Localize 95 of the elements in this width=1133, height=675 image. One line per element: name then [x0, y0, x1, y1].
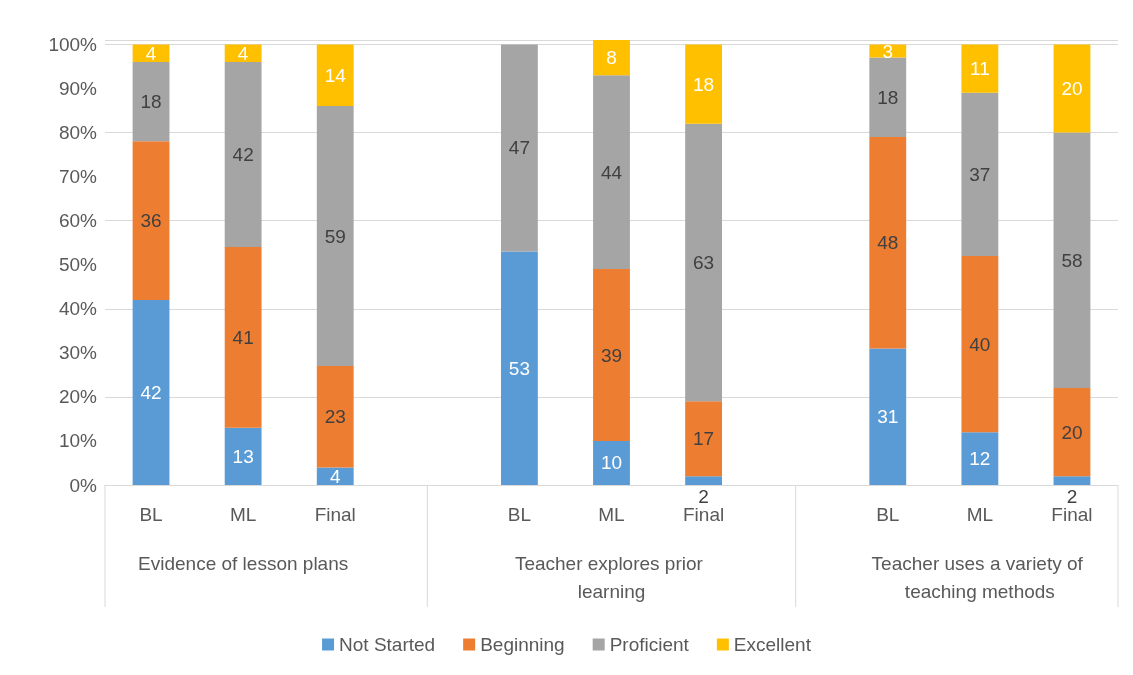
data-label: 10 [600, 452, 623, 474]
data-label: 37 [969, 163, 991, 185]
data-label: 40 [969, 333, 991, 355]
bar [1053, 44, 1091, 133]
bar [132, 299, 170, 485]
data-label: 58 [1061, 249, 1083, 271]
text: Teacher uses a variety of teaching methods [871, 552, 1089, 602]
x-tick-label: ML [966, 504, 994, 525]
data-label: 42 [140, 381, 162, 403]
bar [132, 44, 170, 63]
bar [316, 366, 354, 468]
legend-label: Not Started [339, 634, 436, 655]
bar [685, 476, 723, 485]
data-label: 4 [329, 465, 341, 487]
bar [500, 44, 538, 252]
bar [869, 44, 907, 58]
bar [593, 269, 630, 441]
bar [869, 348, 907, 485]
data-label: 63 [693, 252, 715, 273]
bar [1053, 476, 1091, 485]
bar [224, 427, 262, 485]
bar [685, 44, 723, 124]
y-tick-label: 70% [58, 166, 98, 188]
data-label: 44 [600, 161, 623, 183]
x-tick-label: Final [683, 504, 725, 525]
bar [593, 75, 630, 270]
data-label: 17 [693, 428, 715, 450]
y-tick-label: 0% [69, 474, 98, 496]
data-label: 3 [882, 40, 894, 62]
x-tick-label: ML [229, 504, 257, 525]
data-label: 20 [1061, 77, 1083, 99]
bar [961, 92, 999, 256]
bar [224, 62, 262, 248]
data-label: 13 [232, 445, 254, 467]
data-label: 18 [140, 91, 162, 113]
bar [869, 136, 907, 349]
data-label: 14 [324, 64, 347, 86]
bar [685, 123, 723, 402]
data-label: 11 [970, 58, 990, 80]
data-label: 4 [145, 42, 157, 64]
data-label: 18 [693, 73, 715, 95]
data-label: 48 [877, 232, 899, 254]
x-tick-label: Final [1051, 504, 1093, 525]
data-label: 31 [877, 406, 899, 428]
data-label: 36 [140, 210, 162, 232]
y-tick-label: 10% [58, 430, 98, 452]
data-label: 23 [324, 406, 346, 428]
x-tick-label: BL [876, 504, 900, 525]
bar [500, 251, 538, 485]
y-tick-label: 90% [58, 77, 98, 99]
y-tick-label: 100% [48, 33, 98, 55]
y-tick-label: 80% [58, 122, 98, 144]
data-label: 47 [508, 137, 530, 159]
bar [593, 40, 630, 76]
bar [316, 467, 354, 485]
y-tick-label: 50% [58, 254, 98, 276]
x-tick-label: ML [598, 504, 625, 525]
bar [224, 247, 262, 428]
data-label: 20 [1061, 421, 1083, 443]
bar [132, 141, 170, 300]
data-label: 18 [877, 86, 899, 108]
data-label: 12 [969, 448, 991, 470]
data-label: 53 [508, 357, 530, 379]
bar [685, 401, 723, 477]
y-tick-label: 40% [58, 298, 98, 320]
bar [1053, 388, 1091, 477]
bar [593, 440, 630, 485]
x-tick-label: BL [507, 504, 532, 525]
bar [132, 62, 170, 142]
text: Evidence of lesson plans [138, 552, 349, 574]
bar [1053, 132, 1091, 389]
legend-label: Excellent [733, 634, 812, 655]
bar [869, 57, 907, 137]
data-label: 41 [232, 326, 254, 348]
data-label: 2 [698, 486, 709, 507]
bar [961, 432, 999, 485]
x-tick-label: Final [314, 504, 356, 525]
bar [961, 44, 999, 93]
legend-label: Beginning [480, 634, 565, 655]
text: Teacher explores prior learning [514, 552, 709, 602]
data-label: 59 [324, 225, 346, 247]
data-label: 4 [237, 42, 249, 64]
data-label: 8 [606, 47, 617, 69]
bar [224, 44, 262, 63]
bar [316, 44, 354, 107]
x-tick-label: BL [139, 504, 163, 525]
data-label: 42 [232, 144, 254, 166]
y-tick-label: 20% [58, 386, 98, 408]
data-label: 2 [1066, 486, 1078, 507]
y-tick-label: 60% [58, 210, 98, 232]
bar [961, 255, 999, 433]
y-tick-label: 30% [58, 342, 98, 364]
data-label: 39 [600, 344, 623, 366]
legend-label: Proficient [609, 634, 690, 655]
bar [316, 106, 354, 367]
